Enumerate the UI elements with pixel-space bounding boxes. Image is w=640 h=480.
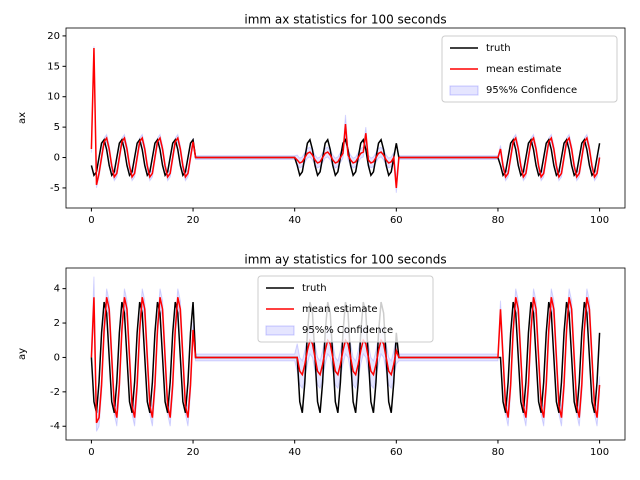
y-tick-label: 20 bbox=[47, 31, 60, 42]
x-tick-label: 60 bbox=[390, 215, 403, 226]
y-tick-label: 2 bbox=[54, 318, 60, 329]
y-tick-label: 5 bbox=[54, 122, 60, 133]
x-tick-label: 0 bbox=[88, 215, 94, 226]
x-tick-label: 80 bbox=[492, 447, 505, 458]
y-tick-label: 0 bbox=[54, 352, 60, 363]
y-tick-label: 10 bbox=[47, 92, 60, 103]
legend-label: 95%% Confidence bbox=[486, 85, 577, 96]
legend-swatch bbox=[449, 85, 479, 96]
legend-label: truth bbox=[486, 43, 511, 54]
legend-box bbox=[441, 35, 618, 103]
y-tick-label: -2 bbox=[50, 387, 60, 398]
x-tick-label: 0 bbox=[88, 447, 94, 458]
x-tick-label: 100 bbox=[590, 215, 609, 226]
legend-label: truth bbox=[302, 283, 327, 294]
x-tick-label: 20 bbox=[187, 447, 200, 458]
x-tick-label: 20 bbox=[187, 215, 200, 226]
y-tick-label: 15 bbox=[47, 61, 60, 72]
legend-label: mean estimate bbox=[486, 64, 562, 75]
axes-frame bbox=[65, 27, 626, 209]
x-tick-label: 40 bbox=[288, 215, 301, 226]
legend-box bbox=[257, 275, 434, 343]
y-tick-label: -4 bbox=[50, 421, 60, 432]
chart-title: imm ax statistics for 100 seconds bbox=[244, 13, 446, 27]
chart-title: imm ay statistics for 100 seconds bbox=[244, 253, 446, 267]
x-tick-label: 100 bbox=[590, 447, 609, 458]
data-line bbox=[90, 137, 601, 178]
x-tick-label: 80 bbox=[492, 215, 505, 226]
y-tick-label: 0 bbox=[54, 153, 60, 164]
legend-swatch bbox=[265, 325, 295, 336]
legend-label: 95%% Confidence bbox=[302, 325, 393, 336]
x-tick-label: 40 bbox=[288, 447, 301, 458]
plot-area bbox=[90, 46, 601, 193]
x-tick-label: 60 bbox=[390, 447, 403, 458]
data-line bbox=[90, 48, 601, 188]
legend-label: mean estimate bbox=[302, 304, 378, 315]
y-tick-label: 4 bbox=[54, 284, 60, 295]
y-axis-label: ax bbox=[17, 112, 28, 124]
axes-frame bbox=[65, 267, 626, 441]
y-axis-label: ay bbox=[17, 348, 28, 360]
y-tick-label: -5 bbox=[50, 183, 60, 194]
